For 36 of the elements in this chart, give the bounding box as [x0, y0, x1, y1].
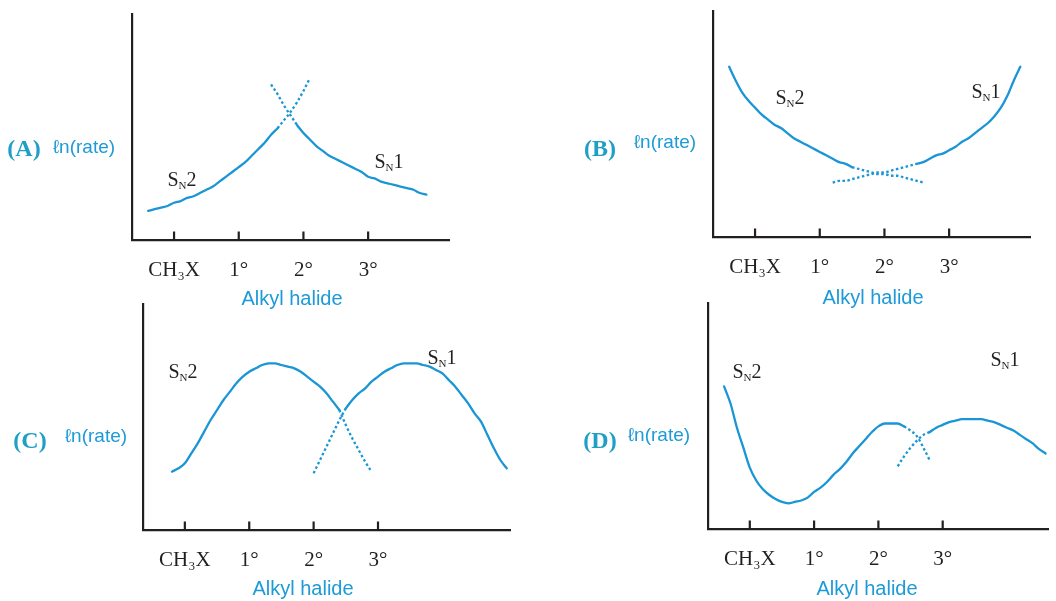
x-tick-label: 3° [933, 546, 953, 571]
x-tick-label: 3° [368, 547, 388, 572]
x-tick-label: 2° [874, 254, 894, 279]
x-tick-label: 3° [358, 257, 378, 282]
y-axis-title: ℓn(rate) [64, 424, 128, 446]
text: S$_{N}$1 [990, 348, 1020, 372]
x-axis-title: Alkyl halide [241, 287, 343, 309]
x-tick-label: CH₃X [159, 547, 211, 572]
text: (D) [583, 427, 617, 453]
x-tick-label: CH₃X [723, 546, 776, 571]
series-label: S$_{N}$1 [427, 346, 457, 370]
y-axis-title: ℓn(rate) [627, 423, 691, 445]
series-label: S$_{N}$2 [732, 360, 762, 384]
x-axis-title: Alkyl halide [816, 577, 918, 599]
series-label: S$_{N}$2 [167, 168, 197, 192]
text: (A) [7, 135, 41, 161]
x-axis-title: Alkyl halide [822, 286, 924, 308]
x-tick-label: 2° [293, 257, 313, 282]
series-label: S$_{N}$1 [374, 150, 404, 174]
x-tick-label: 1° [810, 254, 830, 279]
x-tick-label: 1° [229, 257, 249, 282]
x-tick-label: 1° [804, 546, 824, 571]
y-axis-title: ℓn(rate) [52, 135, 116, 157]
x-tick-label: 2° [304, 547, 324, 572]
x-tick-label: 3° [939, 254, 959, 279]
x-axis-title: Alkyl halide [252, 577, 354, 599]
x-tick-label: 1° [239, 547, 259, 572]
series-label: S$_{N}$1 [971, 80, 1001, 104]
x-tick-label: CH₃X [148, 257, 200, 282]
x-tick-label: 2° [868, 546, 888, 571]
series-label: S$_{N}$2 [168, 360, 198, 384]
x-tick-label: CH₃X [729, 254, 781, 279]
y-axis-title: ℓn(rate) [633, 130, 697, 152]
text: (B) [584, 135, 616, 161]
text: (C) [13, 427, 47, 453]
series-label: S$_{N}$2 [775, 86, 805, 110]
